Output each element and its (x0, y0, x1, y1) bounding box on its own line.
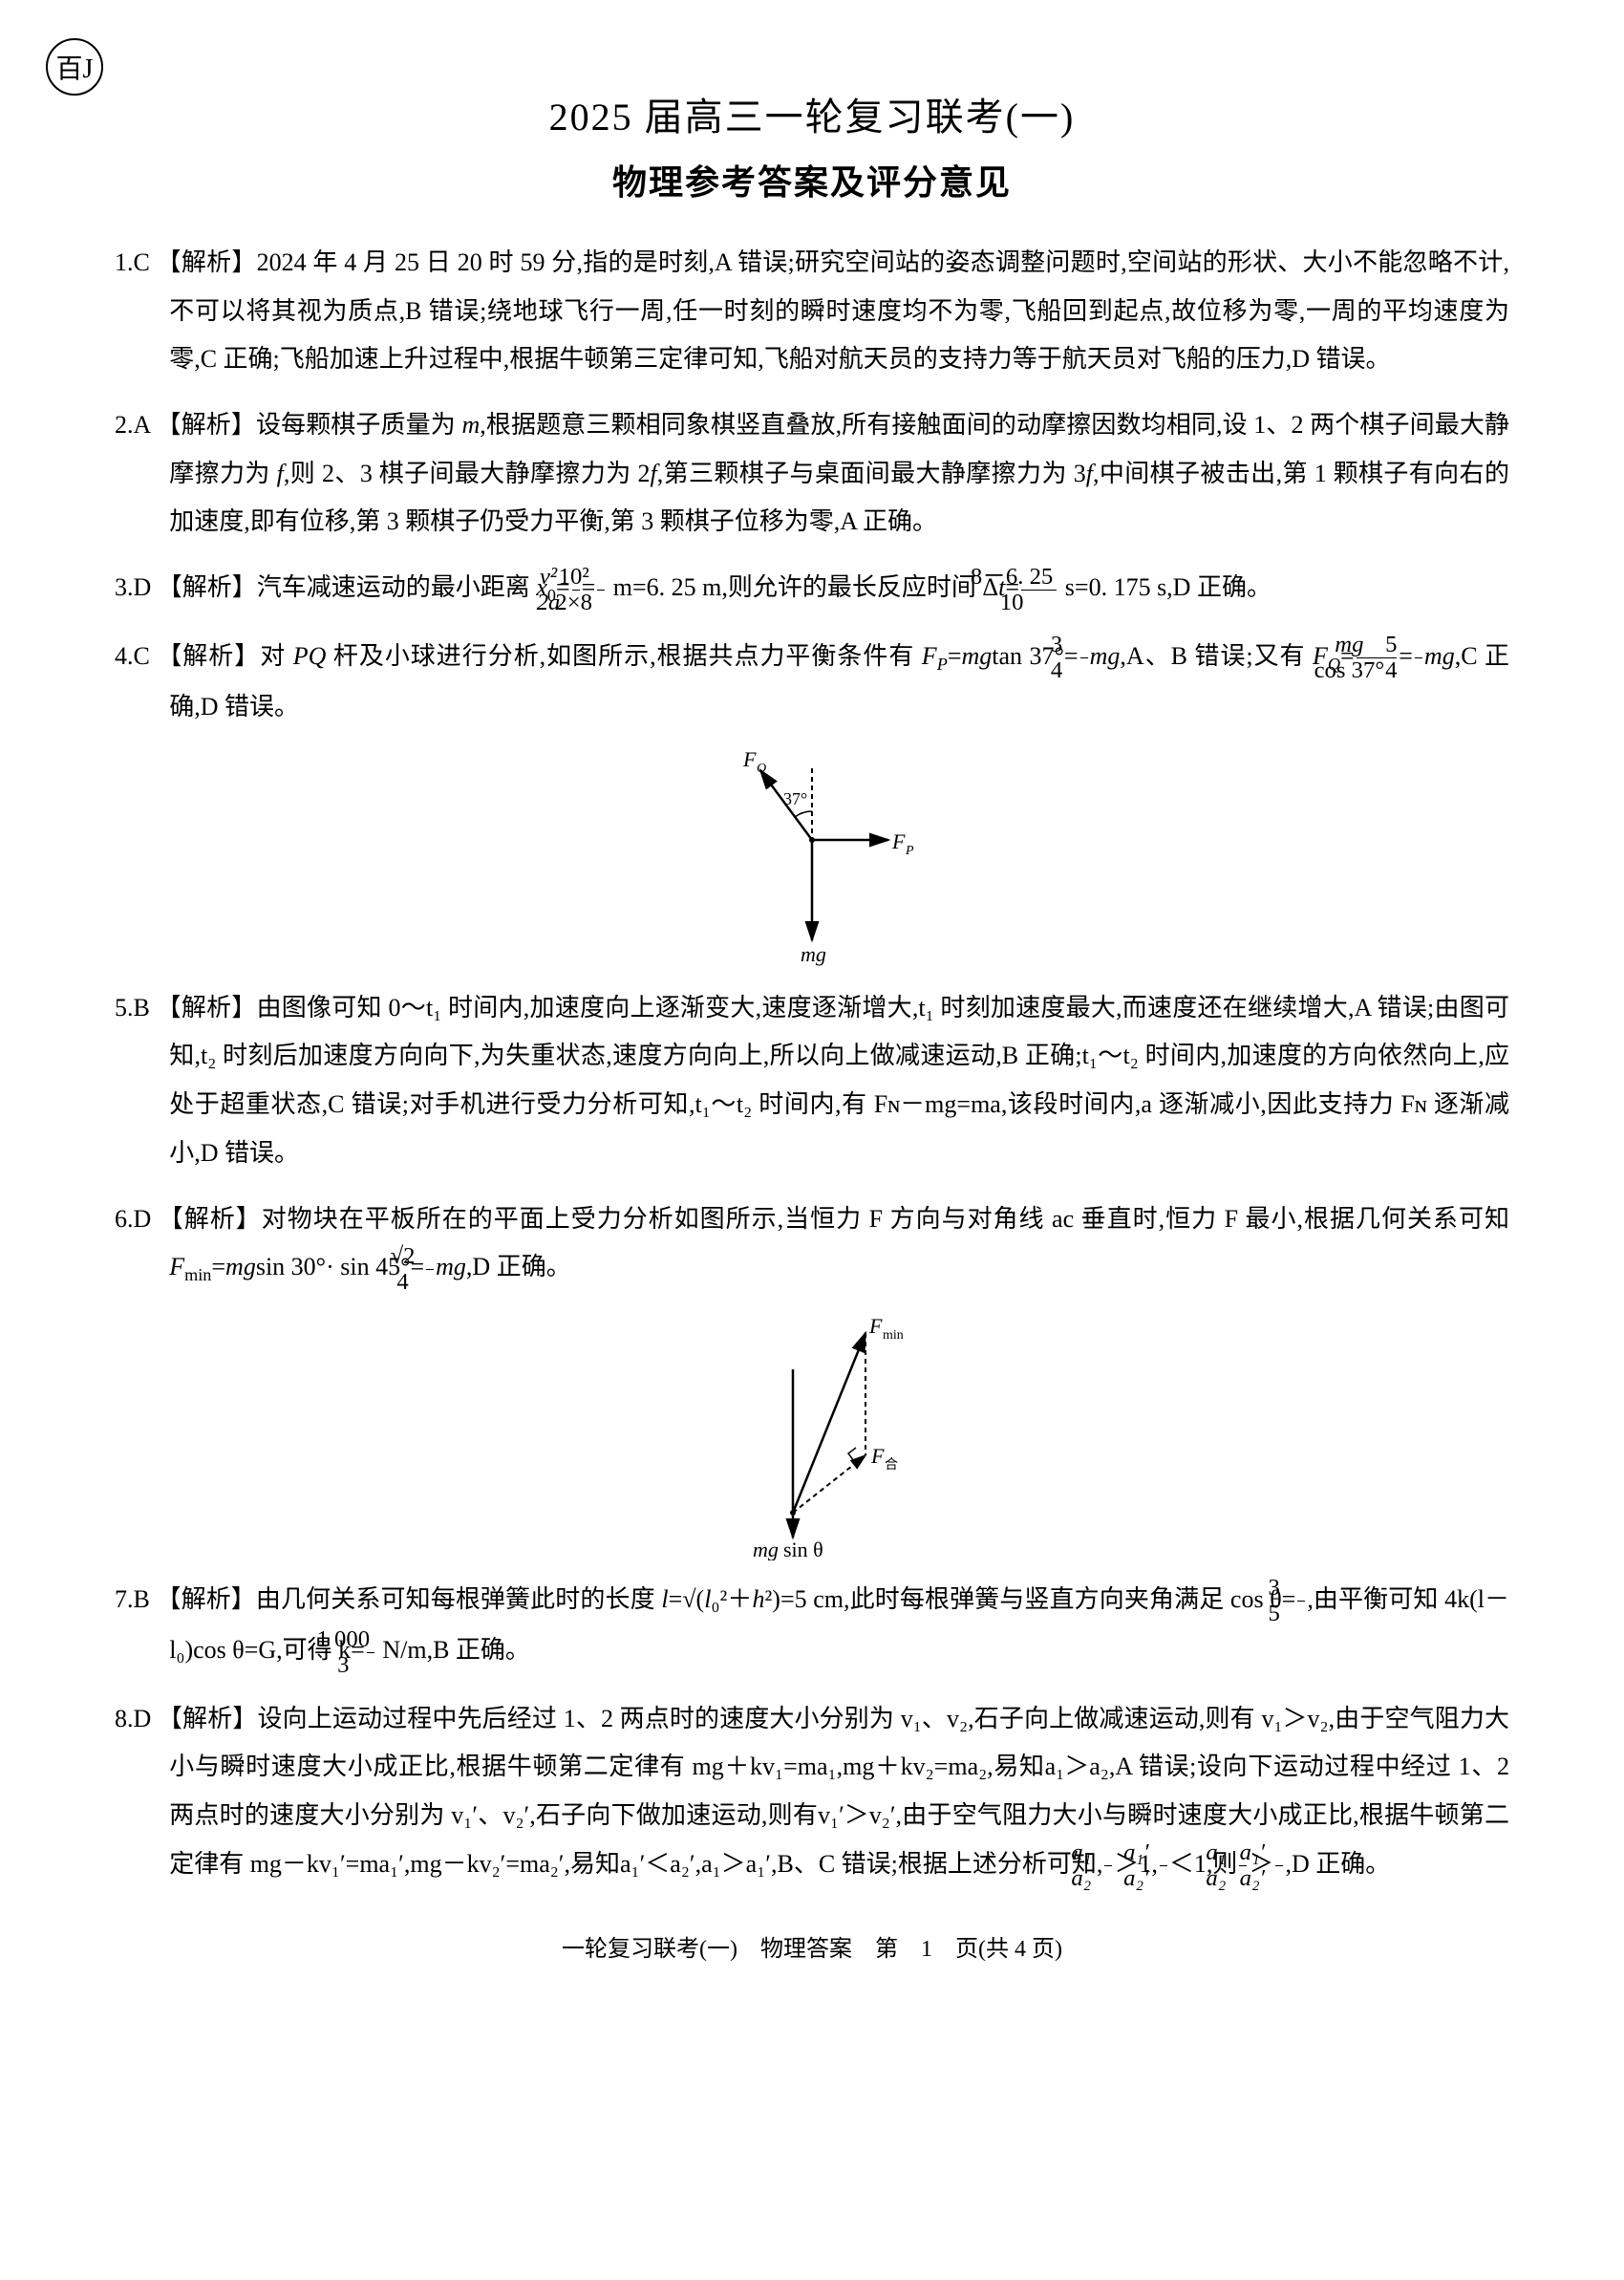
q3-post: s=0. 175 s,D 正确。 (1058, 573, 1271, 601)
svg-text:mg: mg (753, 1538, 779, 1560)
q6-tag: 【解析】 (159, 1205, 262, 1233)
q5-tag: 【解析】 (157, 994, 257, 1022)
q7-frac2: 1 0003 (367, 1627, 374, 1678)
q1-num: 1.C (115, 248, 150, 276)
svg-text:Q: Q (757, 762, 766, 776)
q3-tag: 【解析】 (158, 573, 257, 601)
corner-mark: 百J (46, 38, 103, 96)
page-title: 2025 届高三一轮复习联考(一) (115, 86, 1509, 141)
question-7: 7.B 【解析】由几何关系可知每根弹簧此时的长度 l=√(l₀²＋h²)=5 c… (115, 1576, 1509, 1678)
page-footer: 一轮复习联考(一) 物理答案 第 1 页(共 4 页) (115, 1929, 1509, 1963)
q3-num: 3.D (115, 573, 151, 601)
q8-text-e: ,D 正确。 (1285, 1850, 1390, 1878)
q4-text-d: ,A、B 错误;又有 (1120, 642, 1313, 670)
q2-text-a: 设每颗棋子质量为 (256, 411, 462, 439)
q8-tag: 【解析】 (158, 1705, 258, 1732)
q5-num: 5.B (115, 994, 150, 1022)
q8-num: 8.D (115, 1705, 151, 1732)
svg-text:sin θ: sin θ (783, 1538, 823, 1560)
q8-frac4: a₁′a₂′ (1275, 1840, 1283, 1891)
q4-frac2b: 54 (1415, 633, 1422, 683)
svg-text:P: P (905, 844, 914, 858)
svg-text:F: F (742, 749, 757, 771)
q3-frac3: 8－6. 2510 (1021, 565, 1057, 615)
q6-text-a: 对物块在平板所在的平面上受力分析如图所示,当恒力 F 方向与对角线 ac 垂直时… (262, 1205, 1509, 1233)
svg-text:F: F (870, 1444, 885, 1468)
q3-pre: 汽车减速运动的最小距离 (257, 573, 537, 601)
q2-num: 2.A (115, 411, 150, 439)
question-8: 8.D 【解析】设向上运动过程中先后经过 1、2 两点时的速度大小分别为 v₁、… (115, 1695, 1509, 1892)
question-1: 1.C 【解析】2024 年 4 月 25 日 20 时 59 分,指的是时刻,… (115, 239, 1509, 384)
q4-frac1: 34 (1080, 633, 1088, 683)
q6-diagram: F min F 合 mg sin θ (678, 1312, 946, 1560)
page-subtitle: 物理参考答案及评分意见 (115, 155, 1509, 204)
q2-tag: 【解析】 (156, 411, 255, 439)
q2-text-c: ,则 2、3 棋子间最大静摩擦力为 2 (284, 460, 651, 487)
q3-mid: m=6. 25 m,则允许的最长反应时间 Δ (607, 573, 998, 601)
svg-text:F: F (868, 1314, 883, 1338)
q7-num: 7.B (115, 1585, 150, 1613)
q4-tag: 【解析】 (157, 642, 260, 670)
question-6: 6.D 【解析】对物块在平板所在的平面上受力分析如图所示,当恒力 F 方向与对角… (115, 1195, 1509, 1295)
question-3: 3.D 【解析】汽车减速运动的最小距离 x0=v²2a=10²2×8 m=6. … (115, 564, 1509, 614)
q4-text-c: tan 37°= (992, 642, 1078, 670)
q4-num: 4.C (115, 642, 150, 670)
q7-text-b: =5 cm,此时每根弹簧与竖直方向夹角满足 cos θ= (780, 1585, 1295, 1613)
q4-text-b: 杆及小球进行分析,如图所示,根据共点力平衡条件有 (326, 642, 921, 670)
q1-tag: 【解析】 (157, 248, 257, 276)
q3-frac2: 10²2×8 (597, 565, 605, 615)
svg-text:37°: 37° (783, 789, 807, 808)
question-4: 4.C 【解析】对 PQ 杆及小球进行分析,如图所示,根据共点力平衡条件有 FP… (115, 633, 1509, 732)
q8-frac2: a₁′a₂′ (1160, 1840, 1167, 1891)
question-2: 2.A 【解析】设每颗棋子质量为 m,根据题意三颗相同象棋竖直叠放,所有接触面间… (115, 401, 1509, 547)
q7-frac1: 35 (1297, 1576, 1305, 1626)
svg-text:F: F (891, 829, 906, 853)
svg-text:mg: mg (801, 942, 826, 966)
q6-text-c: ,D 正确。 (466, 1253, 571, 1280)
q5-text: 由图像可知 0～t₁ 时间内,加速度向上逐渐变大,速度逐渐增大,t₁ 时刻加速度… (169, 994, 1509, 1167)
q8-frac1: a₁a₂ (1104, 1840, 1112, 1891)
q8-text-c: ＜1,则 (1169, 1850, 1238, 1878)
question-5: 5.B 【解析】由图像可知 0～t₁ 时间内,加速度向上逐渐变大,速度逐渐增大,… (115, 984, 1509, 1178)
svg-text:合: 合 (885, 1457, 898, 1473)
q7-text-d: N/m,B 正确。 (376, 1636, 530, 1664)
page: 百J 2025 届高三一轮复习联考(一) 物理参考答案及评分意见 1.C 【解析… (0, 0, 1624, 2280)
q7-tag: 【解析】 (156, 1585, 255, 1613)
q7-text-a: 由几何关系可知每根弹簧此时的长度 (256, 1585, 661, 1613)
q6-frac: √24 (426, 1244, 434, 1295)
q4-diagram: F Q 37° F P mg (688, 749, 936, 969)
q2-text-d: ,第三颗棋子与桌面间最大静摩擦力为 3 (657, 460, 1086, 487)
svg-text:min: min (883, 1328, 904, 1343)
q4-text-a: 对 (260, 642, 292, 670)
q1-text: 2024 年 4 月 25 日 20 时 59 分,指的是时刻,A 错误;研究空… (169, 248, 1509, 373)
q6-num: 6.D (115, 1205, 151, 1233)
